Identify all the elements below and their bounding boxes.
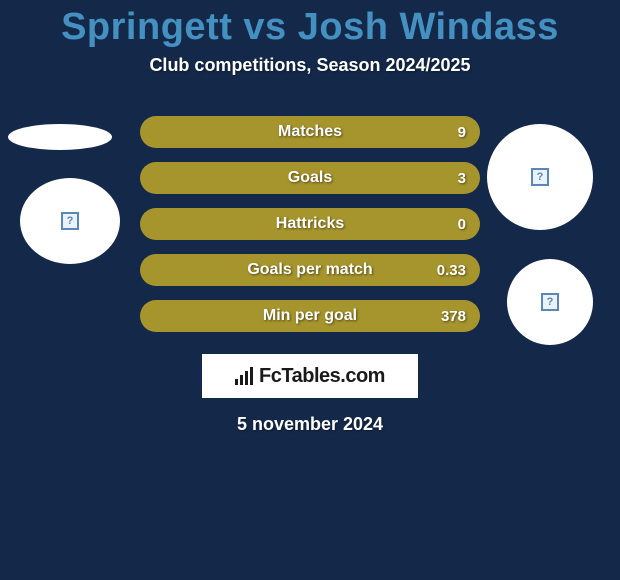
page-title: Springett vs Josh Windass <box>0 0 620 49</box>
stat-right-value: 3 <box>458 170 466 187</box>
stat-label: Matches <box>278 123 342 141</box>
decor-ellipse-3: ? <box>507 259 593 345</box>
placeholder-icon: ? <box>541 293 559 311</box>
stats-bars: Matches 9 Goals 3 Hattricks 0 Goals per … <box>140 116 480 332</box>
stat-label: Min per goal <box>263 307 357 325</box>
stat-right-value: 0 <box>458 216 466 233</box>
stat-right-value: 0.33 <box>437 262 466 279</box>
stat-right-value: 9 <box>458 124 466 141</box>
stat-bar: Hattricks 0 <box>140 208 480 240</box>
stat-bar: Matches 9 <box>140 116 480 148</box>
placeholder-icon: ? <box>531 168 549 186</box>
stat-right-value: 378 <box>441 308 466 325</box>
placeholder-icon: ? <box>61 212 79 230</box>
stat-label: Hattricks <box>276 215 344 233</box>
stat-label: Goals per match <box>247 261 372 279</box>
logo-bars-icon <box>235 367 253 385</box>
logo-text: FcTables.com <box>259 365 385 388</box>
stat-bar: Goals 3 <box>140 162 480 194</box>
decor-ellipse-0 <box>8 124 112 150</box>
page-subtitle: Club competitions, Season 2024/2025 <box>0 55 620 76</box>
decor-ellipse-2: ? <box>487 124 593 230</box>
decor-ellipse-1: ? <box>20 178 120 264</box>
stat-bar: Goals per match 0.33 <box>140 254 480 286</box>
logo-box: FcTables.com <box>202 354 418 398</box>
stat-bar: Min per goal 378 <box>140 300 480 332</box>
date-label: 5 november 2024 <box>0 414 620 435</box>
stat-label: Goals <box>288 169 332 187</box>
